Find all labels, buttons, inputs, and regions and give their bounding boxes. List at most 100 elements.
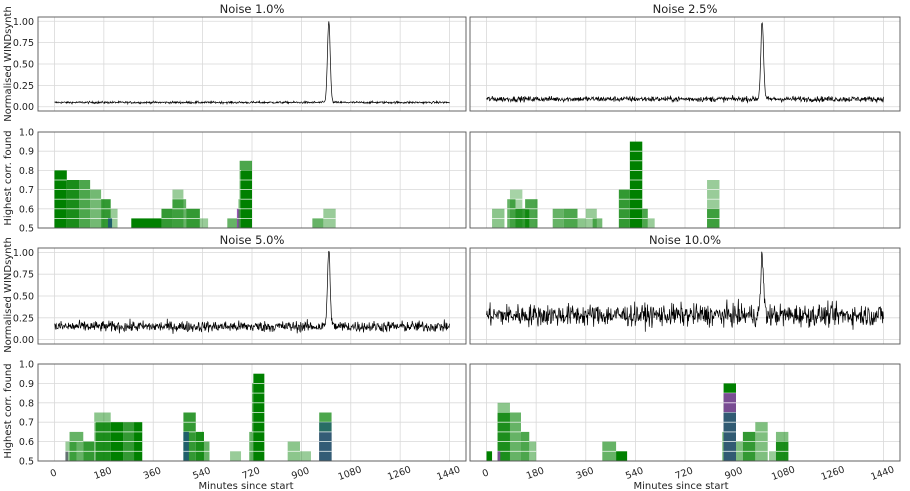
bar [79, 180, 91, 228]
bar [227, 218, 239, 228]
y-tick-label: 0.75 [13, 38, 34, 49]
panel-7: 0.5 0.6 0.7 0.8 0.9 1.0 0 180 360 540 720 900 1080 12… [19, 360, 467, 483]
x-axis-label-right: Minutes since start [634, 481, 729, 491]
panel-title: Noise 2.5% [653, 2, 718, 16]
bar [520, 431, 530, 461]
x-tick-label: 0 [49, 467, 58, 479]
bar [722, 431, 724, 461]
x-axis-label-left: Minutes since start [199, 481, 294, 491]
x-tick-label: 360 [575, 465, 596, 482]
x-tick-label: 1080 [770, 464, 796, 483]
panel-frame [469, 16, 901, 112]
x-tick-label: 360 [142, 465, 163, 482]
bar [249, 431, 252, 461]
y-axis-label-signal-top: Normalised WINDsynth [3, 6, 14, 122]
y-tick-label: 0.5 [19, 457, 34, 468]
bar [592, 218, 603, 228]
y-tick-label: 0.00 [13, 102, 34, 113]
y-axis-label-corr-bottom: Highest corr. found [3, 363, 14, 458]
bar [629, 141, 643, 228]
panel-frame [469, 247, 901, 345]
bar [253, 373, 265, 461]
bar [509, 412, 521, 461]
x-tick-label: 720 [241, 465, 262, 482]
bar [647, 218, 655, 228]
bar [486, 451, 493, 461]
panel-title: Noise 10.0% [649, 233, 721, 247]
x-tick-label: 540 [624, 465, 645, 482]
x-tick-label: 1260 [386, 464, 412, 483]
panel-6: Noise 10.0% [469, 233, 901, 345]
x-tick-label: 180 [525, 465, 546, 482]
panel-title: Noise 1.0% [220, 2, 285, 16]
panel-5: 0.00 0.25 0.50 0.75 1.00 Noise 5.0% [13, 233, 467, 346]
y-tick-label: 0.7 [19, 185, 34, 196]
panel-frame [469, 363, 901, 462]
y-tick-label: 1.00 [13, 17, 34, 28]
bar [769, 451, 776, 461]
bar [497, 451, 501, 461]
x-tick-label: 1080 [337, 464, 363, 483]
y-tick-label: 0.9 [19, 147, 34, 158]
bar [230, 451, 242, 461]
y-tick-label: 0.25 [13, 81, 34, 92]
bar [172, 199, 187, 228]
bar [131, 218, 162, 228]
panel-3: 0.5 0.6 0.7 0.8 0.9 1.0 [19, 128, 467, 235]
panel-frame [37, 131, 467, 229]
series-line [54, 21, 450, 106]
x-tick-label: 540 [191, 465, 212, 482]
bar [525, 199, 538, 228]
y-axis-label-signal-bottom: Normalised WINDsynth [3, 237, 14, 353]
series-line [54, 250, 450, 334]
y-tick-label: 0.8 [19, 166, 34, 177]
panel-title: Noise 5.0% [220, 233, 285, 247]
panel-frame [37, 247, 467, 345]
y-tick-label: 1.0 [19, 128, 34, 139]
bar [723, 412, 736, 461]
x-tick-label: 900 [723, 465, 744, 482]
bar [497, 412, 510, 461]
bar [312, 218, 324, 228]
panel-frame [37, 16, 467, 112]
bar [65, 451, 69, 461]
bar [577, 218, 586, 228]
y-tick-label: 0.9 [19, 379, 34, 390]
y-tick-label: 0.50 [13, 60, 34, 71]
bar [195, 431, 204, 461]
bar [300, 451, 311, 461]
x-tick-label: 1440 [435, 464, 461, 483]
bar [238, 199, 242, 228]
panel-frame [469, 131, 901, 229]
panel-1: 0.00 0.25 0.50 0.75 1.00 Noise 1.0% [13, 2, 467, 113]
bar [507, 199, 516, 228]
y-tick-label: 0.25 [13, 313, 34, 324]
panel-2: Noise 2.5% [469, 2, 901, 112]
y-tick-label: 1.0 [19, 360, 34, 371]
y-tick-label: 0.6 [19, 437, 34, 448]
series-line [486, 251, 884, 332]
x-tick-label: 180 [93, 465, 114, 482]
bar [66, 180, 80, 228]
bar [69, 431, 84, 461]
x-tick-label: 1260 [820, 464, 846, 483]
y-axis-label-corr-top: Highest corr. found [3, 130, 14, 225]
y-tick-label: 0.8 [19, 398, 34, 409]
bar [199, 218, 209, 228]
bar [742, 431, 756, 461]
y-tick-label: 0.6 [19, 204, 34, 215]
y-tick-label: 0.50 [13, 292, 34, 303]
y-tick-label: 0.75 [13, 270, 34, 281]
bar [107, 218, 113, 228]
x-tick-label: 900 [290, 465, 311, 482]
x-tick-label: 720 [674, 465, 695, 482]
panel-4 [469, 131, 901, 229]
panel-8: 0 180 360 540 720 900 1080 1260 1440 [469, 363, 901, 483]
bar [616, 451, 628, 461]
x-tick-label: 1440 [869, 464, 895, 483]
y-tick-label: 1.00 [13, 248, 34, 259]
panel-frame [37, 363, 467, 462]
y-tick-label: 0.5 [19, 224, 34, 235]
bar [183, 431, 189, 461]
